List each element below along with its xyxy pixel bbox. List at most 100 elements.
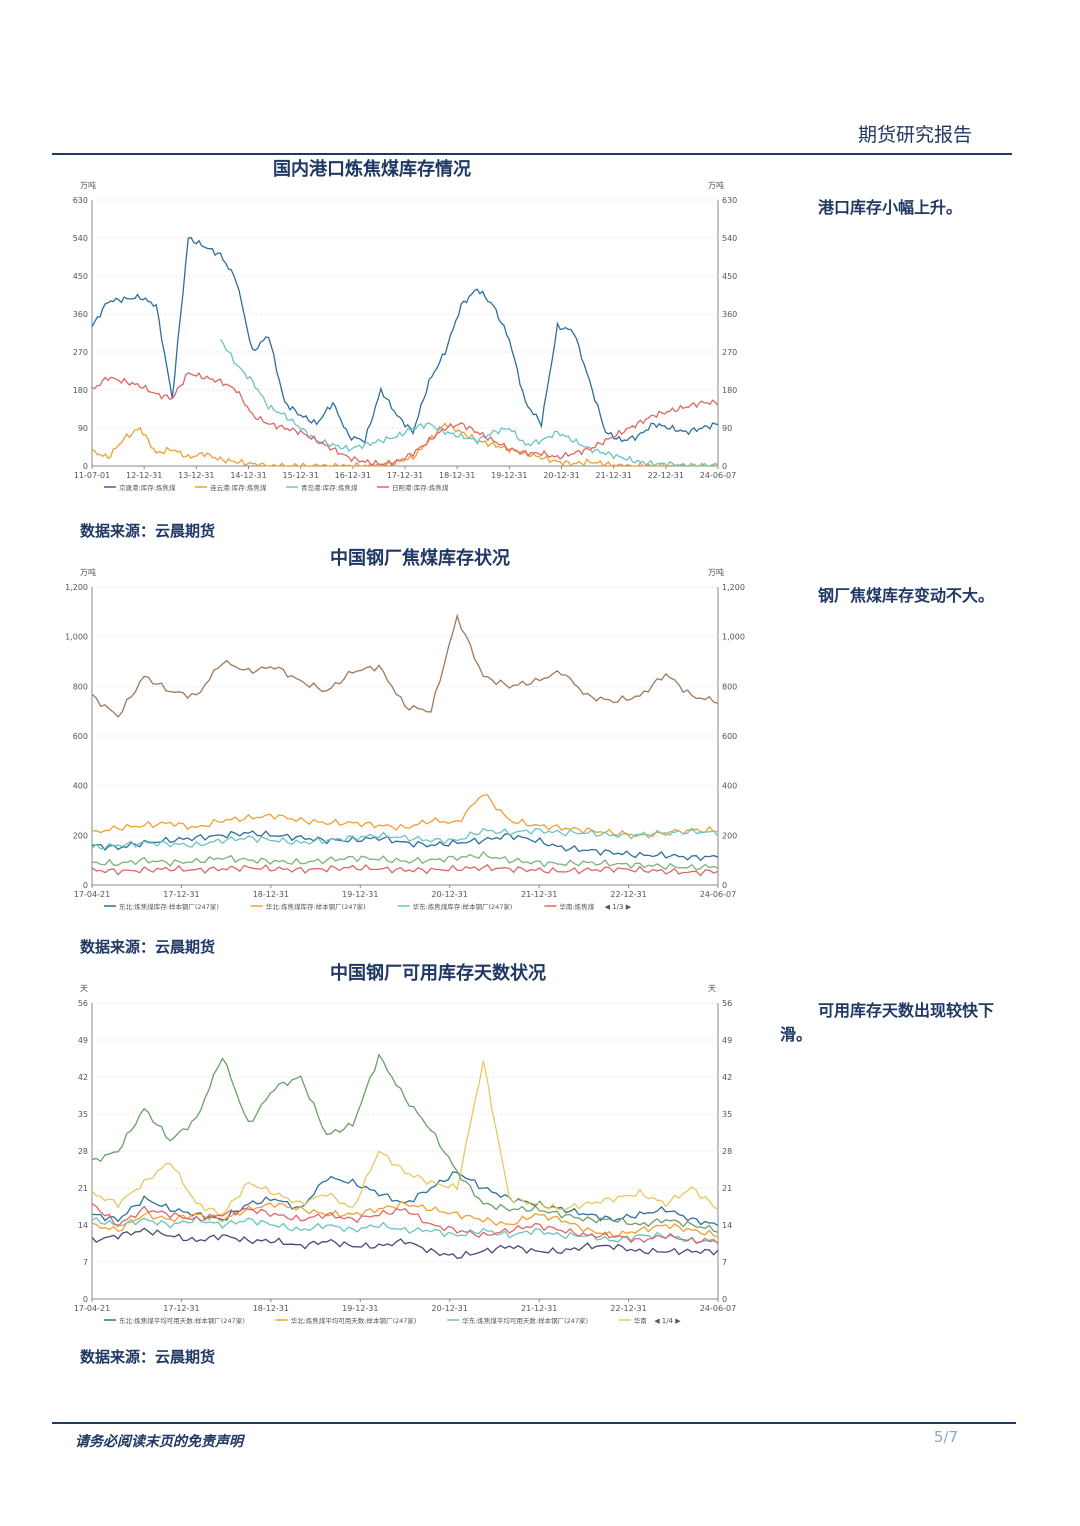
y-tick-label-left: 600: [73, 732, 88, 741]
y-tick-label-right: 450: [722, 272, 737, 281]
y-unit-left: 天: [80, 984, 88, 993]
legend-label: 华南:炼焦煤: [559, 902, 594, 911]
y-tick-label-left: 7: [83, 1258, 88, 1267]
y-unit-right: 万吨: [708, 180, 724, 190]
chart-3-comment-line2: 滑。: [780, 1025, 813, 1044]
y-tick-label-right: 35: [722, 1110, 732, 1119]
y-unit-right: 万吨: [708, 567, 724, 577]
y-tick-label-right: 49: [722, 1036, 732, 1045]
legend-label: 华北:炼焦煤平均可用天数:样本钢厂(247家): [291, 1316, 417, 1325]
x-tick-label: 13-12-31: [178, 471, 214, 480]
y-tick-label-right: 1,200: [722, 583, 745, 592]
y-tick-label-right: 14: [722, 1221, 732, 1230]
legend-label: 日照港:库存:炼焦煤: [392, 483, 449, 492]
x-tick-label: 22-12-31: [648, 471, 684, 480]
y-tick-label-right: 42: [722, 1073, 732, 1082]
series-line: [91, 1060, 719, 1216]
series-line: [91, 830, 719, 862]
legend-label: 青岛港:库存:炼焦煤: [301, 483, 358, 492]
y-tick-label-left: 630: [73, 196, 88, 205]
y-tick-label-left: 21: [78, 1184, 88, 1193]
chart-1-source: 数据来源：云晨期货: [80, 522, 216, 540]
y-tick-label-left: 200: [73, 831, 88, 840]
series-line: [219, 339, 719, 468]
series-line: [91, 613, 719, 718]
x-tick-label: 19-12-31: [342, 1304, 378, 1313]
x-tick-label: 15-12-31: [283, 471, 319, 480]
y-tick-label-right: 540: [722, 234, 737, 243]
y-tick-label-right: 21: [722, 1184, 732, 1193]
chart-2-title: 中国钢厂焦煤库存状况: [330, 548, 510, 569]
y-tick-label-left: 0: [83, 462, 88, 471]
y-tick-label-right: 0: [722, 1295, 727, 1304]
legend-label: 华南: [634, 1316, 648, 1325]
y-unit-left: 万吨: [80, 567, 96, 577]
y-tick-label-right: 360: [722, 310, 737, 319]
y-tick-label-left: 49: [78, 1036, 88, 1045]
y-tick-label-right: 800: [722, 682, 737, 691]
y-tick-label-left: 180: [73, 386, 88, 395]
series-line: [91, 863, 719, 877]
x-tick-label: 22-12-31: [610, 1304, 646, 1313]
x-tick-label: 21-12-31: [521, 1304, 557, 1313]
x-tick-label: 16-12-31: [335, 471, 371, 480]
x-tick-label: 19-12-31: [342, 890, 378, 899]
x-tick-label: 20-12-31: [543, 471, 579, 480]
series-line: [91, 1200, 719, 1239]
legend-label: 连云港:库存:炼焦煤: [210, 483, 267, 492]
x-tick-label: 18-12-31: [439, 471, 475, 480]
y-tick-label-left: 0: [83, 881, 88, 890]
series-line: [91, 1227, 719, 1259]
y-tick-label-right: 7: [722, 1258, 727, 1267]
x-tick-label: 17-12-31: [387, 471, 423, 480]
x-tick-label: 20-12-31: [432, 890, 468, 899]
y-tick-label-left: 0: [83, 1295, 88, 1304]
y-tick-label-left: 56: [78, 999, 88, 1008]
legend-label: 东北:炼焦煤库存:样本钢厂(247家): [119, 902, 219, 911]
x-tick-label: 14-12-31: [230, 471, 266, 480]
series-line: [91, 827, 719, 850]
x-tick-label: 11-07-01: [74, 471, 110, 480]
x-tick-label: 17-12-31: [163, 890, 199, 899]
chart-1-comment: 港口库存小幅上升。: [818, 198, 963, 217]
y-tick-label-right: 90: [722, 424, 732, 433]
x-tick-label: 20-12-31: [432, 1304, 468, 1313]
legend-label: 华北:炼焦煤库存:样本钢厂(247家): [266, 902, 366, 911]
y-tick-label-left: 400: [73, 782, 88, 791]
chart-1-title: 国内港口炼焦煤库存情况: [273, 159, 471, 180]
chart-2-comment: 钢厂焦煤库存变动不大。: [818, 586, 995, 605]
y-tick-label-left: 14: [78, 1221, 88, 1230]
series-line: [91, 850, 719, 871]
y-tick-label-right: 270: [722, 348, 737, 357]
y-tick-label-right: 200: [722, 831, 737, 840]
header-divider: [52, 153, 1012, 155]
x-tick-label: 18-12-31: [253, 1304, 289, 1313]
x-tick-label: 19-12-31: [491, 471, 527, 480]
chart-3-steel-mill-available-days: 天 天 0 0 7 7 14 14 21 21 28 28 35 35 42 42 49 49 56 56 17-04-…: [74, 984, 736, 1325]
y-tick-label-left: 1,200: [65, 583, 88, 592]
series-line: [91, 236, 719, 444]
chart-1-port-coking-coal-inventory: 万吨 万吨 0 0 90 90 180 180 270 270 360 360 450 450 540 540…: [73, 180, 738, 492]
series-line: [91, 1053, 719, 1233]
x-tick-label: 18-12-31: [253, 890, 289, 899]
legend-label: 华东:炼焦煤平均可用天数:样本钢厂(247家): [462, 1316, 588, 1325]
y-tick-label-left: 28: [78, 1147, 88, 1156]
y-tick-label-right: 600: [722, 732, 737, 741]
y-tick-label-left: 1,000: [65, 633, 88, 642]
x-tick-label: 17-12-31: [163, 1304, 199, 1313]
legend-pager: ◀ 1/3 ▶: [605, 903, 632, 911]
legend-label: 华东:炼焦煤库存:样本钢厂(247家): [413, 902, 513, 911]
chart-3-comment: 可用库存天数出现较快下 滑。: [780, 999, 1030, 1047]
series-line: [91, 371, 719, 467]
y-tick-label-right: 180: [722, 386, 737, 395]
y-tick-label-right: 0: [722, 462, 727, 471]
legend-label: 东北:炼焦煤平均可用天数:样本钢厂(247家): [119, 1316, 245, 1325]
chart-3-source: 数据来源：云晨期货: [80, 1348, 216, 1366]
x-tick-label: 17-04-21: [74, 890, 110, 899]
y-tick-label-left: 800: [73, 682, 88, 691]
x-tick-label: 24-06-07: [700, 1304, 736, 1313]
y-tick-label-left: 360: [73, 310, 88, 319]
y-tick-label-right: 400: [722, 782, 737, 791]
chart-2-steel-mill-coking-coal-inventory: 万吨 万吨 0 0 200 200 400 400 600 600 800 800 1,000 1,000…: [65, 567, 745, 911]
chart-2-source: 数据来源：云晨期货: [80, 938, 216, 956]
